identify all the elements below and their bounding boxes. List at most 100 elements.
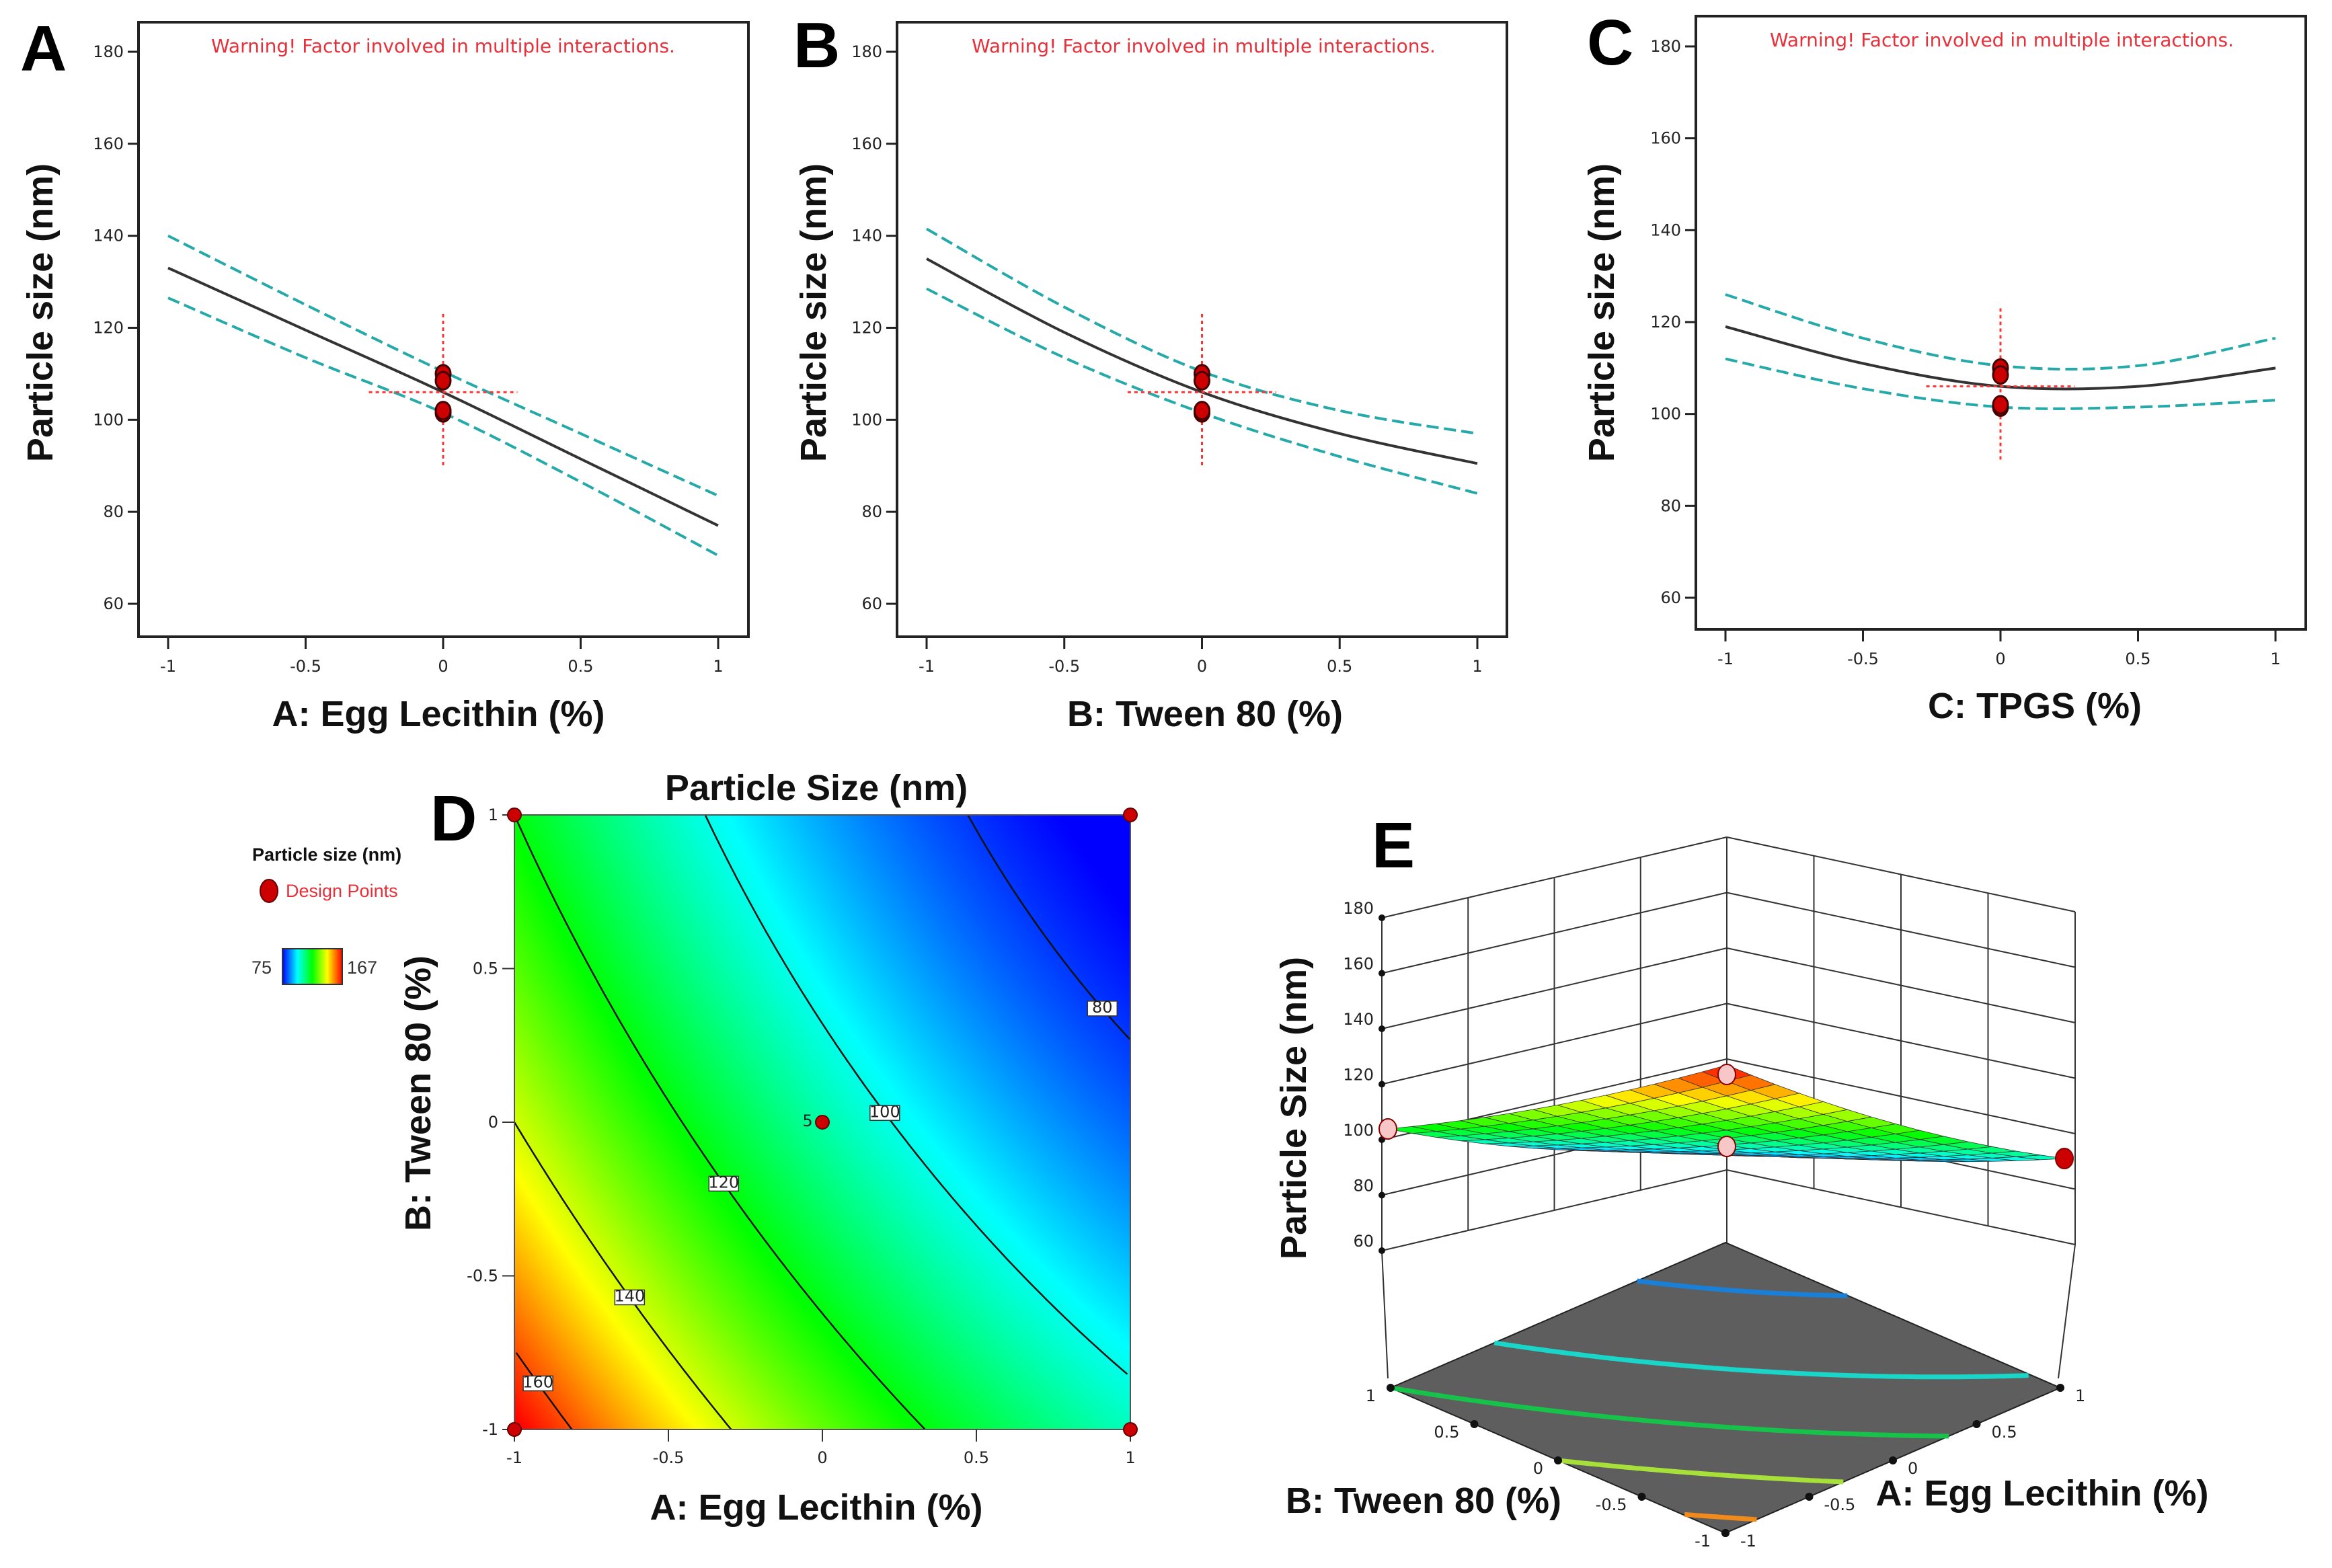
z-tick-mark — [1378, 1191, 1385, 1199]
design-point — [815, 1115, 830, 1130]
a-tick-mark — [2056, 1384, 2064, 1392]
z-tick-mark — [1378, 970, 1385, 977]
design-point — [1194, 370, 1210, 391]
warning-text: Warning! Factor involved in multiple int… — [972, 35, 1436, 57]
z-tick-mark — [1378, 914, 1385, 921]
design-point — [1123, 1422, 1138, 1437]
wall-grid-horizontal — [1381, 836, 1727, 918]
y-tick-label: 180 — [93, 42, 124, 61]
y-tick-label: 120 — [93, 319, 124, 338]
a-tick-mark — [1889, 1456, 1897, 1464]
x-tick-label: 0 — [817, 1448, 827, 1467]
x-tick-label: -0.5 — [1847, 650, 1879, 668]
z-tick-label: 160 — [1343, 955, 1374, 974]
floor-contour-100 — [1493, 1340, 2029, 1380]
contour-label-box — [708, 1175, 740, 1192]
wall-grid-horizontal — [1726, 1058, 2076, 1134]
chart-title: Particle Size (nm) — [665, 768, 968, 808]
y-tick-label: 180 — [1650, 37, 1681, 56]
y-tick-label: 0.5 — [473, 959, 498, 978]
design-point — [1717, 1136, 1736, 1157]
design-point — [1992, 395, 2009, 415]
design-point — [434, 370, 452, 391]
y-tick-label: 120 — [1650, 313, 1681, 331]
x-tick-label: 0.5 — [1327, 657, 1352, 676]
x-axis-title: B: Tween 80 (%) — [1067, 694, 1343, 734]
b-tick-mark — [1637, 1493, 1646, 1501]
b-tick-mark — [1554, 1456, 1562, 1464]
legend-min-label: 75 — [251, 957, 272, 978]
y-tick-label: 60 — [103, 594, 124, 613]
y-tick-label: 140 — [851, 227, 882, 245]
a-tick-label: 0.5 — [1992, 1423, 2017, 1442]
x-tick-label: 0.5 — [2125, 650, 2150, 668]
y-tick-label: 0 — [488, 1113, 498, 1132]
contour-label-box — [614, 1289, 646, 1306]
lower-ci-line — [1725, 357, 2276, 410]
center-point-count: 5 — [802, 1111, 812, 1130]
x-tick-label: 1 — [2270, 650, 2280, 668]
floor-contour-80 — [1637, 1278, 1848, 1298]
y-tick-label: 60 — [861, 594, 882, 613]
warning-text: Warning! Factor involved in multiple int… — [211, 35, 675, 57]
contour-line-120 — [513, 814, 926, 1430]
contour-line-140 — [513, 1122, 732, 1430]
b-tick-label: 0 — [1533, 1459, 1543, 1478]
b-tick-mark — [1470, 1420, 1479, 1428]
surface-plot-panel-e: E 60 80 100 120 140 160 180 -1 -0.5 0 0.5 1 -1 -0.5 0 0.… — [1274, 810, 2208, 1551]
z-tick-mark — [1378, 1025, 1385, 1032]
floor-contour-140 — [1557, 1458, 1844, 1485]
wall-grid-horizontal — [1381, 947, 1727, 1029]
a-tick-mark — [1972, 1420, 1981, 1428]
y-tick-label: -0.5 — [467, 1267, 498, 1286]
x-tick-label: 1 — [713, 657, 723, 676]
x-tick-label: -0.5 — [1048, 657, 1080, 676]
panel-letter: A — [20, 13, 67, 85]
y-tick-label: 80 — [103, 502, 124, 521]
contour-label-box — [869, 1105, 900, 1122]
a-axis-title: A: Egg Lecithin (%) — [1876, 1473, 2209, 1514]
z-tick-mark — [1378, 1081, 1385, 1088]
x-tick-label: 0.5 — [964, 1448, 989, 1467]
y-tick-label: 160 — [851, 134, 882, 153]
z-tick-label: 80 — [1353, 1177, 1374, 1195]
z-tick-label: 100 — [1343, 1121, 1374, 1140]
x-tick-label: 0 — [438, 657, 448, 676]
legend-design-point-icon — [260, 879, 278, 903]
design-point — [1378, 1118, 1397, 1140]
y-axis-title: Particle size (nm) — [20, 163, 61, 462]
y-tick-label: 140 — [93, 227, 124, 245]
design-point — [507, 1422, 522, 1437]
contour-label: 160 — [522, 1372, 553, 1391]
a-tick-mark — [1805, 1493, 1814, 1501]
design-point — [1123, 808, 1138, 822]
x-axis-title: C: TPGS (%) — [1928, 686, 2142, 726]
a-tick-mark — [1721, 1529, 1729, 1537]
wall-grid-horizontal — [1381, 1003, 1727, 1085]
x-tick-label: -0.5 — [290, 657, 321, 676]
y-tick-label: 100 — [1650, 405, 1681, 424]
wall-grid-horizontal — [1726, 1169, 2076, 1245]
panel-letter: B — [793, 9, 840, 81]
design-point — [1992, 365, 2009, 385]
legend-title: Particle size (nm) — [252, 845, 401, 865]
legend-colorbar — [282, 948, 343, 985]
y-tick-label: 80 — [1660, 496, 1681, 515]
contour-plot-panel-d: 80 100 120 140 160 -1 -0.5 0 0.5 1 -1 -0.5 0 0.5 1 5 Par… — [251, 768, 1138, 1528]
y-axis-title: Particle size (nm) — [1582, 163, 1622, 462]
wall-grid-horizontal — [1726, 1003, 2076, 1079]
wall-grid-horizontal — [1726, 892, 2076, 968]
b-tick-label: 0.5 — [1434, 1423, 1459, 1442]
design-point — [1717, 1064, 1736, 1085]
panel-letter: D — [430, 783, 477, 855]
b-tick-label: -1 — [1695, 1532, 1711, 1551]
a-tick-label: 1 — [2075, 1386, 2085, 1405]
b-axis-title: B: Tween 80 (%) — [1286, 1481, 1561, 1521]
contour-label: 80 — [1092, 998, 1113, 1017]
x-tick-label: -1 — [506, 1448, 522, 1467]
contour-label: 100 — [869, 1102, 900, 1121]
y-tick-label: 160 — [1650, 129, 1681, 148]
x-tick-label: 1 — [1472, 657, 1482, 676]
x-tick-label: 0 — [1197, 657, 1207, 676]
